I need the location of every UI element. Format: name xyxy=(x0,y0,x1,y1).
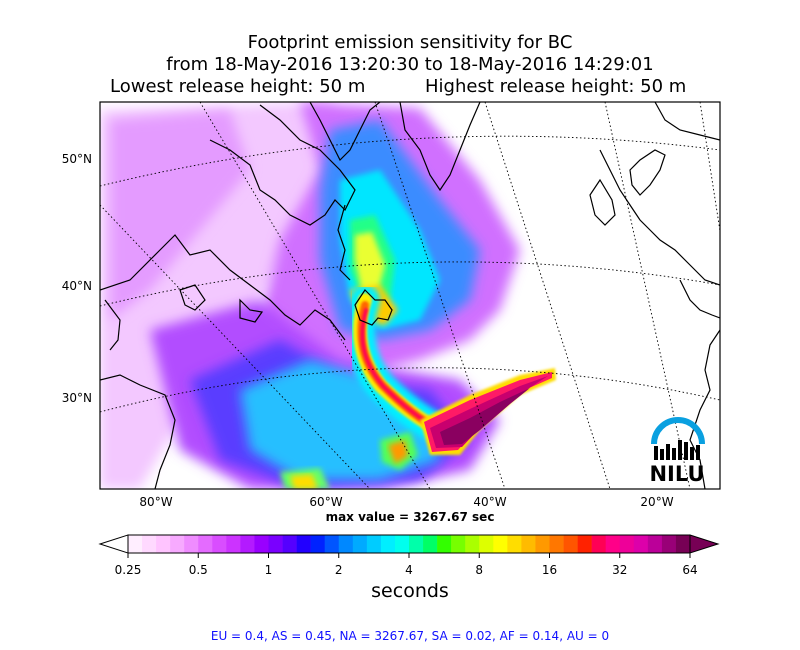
footprint-field xyxy=(100,102,556,489)
colorbar-cell xyxy=(619,535,635,553)
map-frame xyxy=(99,101,721,490)
colorbar-cell xyxy=(128,535,143,553)
nilu-logo: NILU xyxy=(649,417,705,486)
colorbar-tick-label: 32 xyxy=(612,563,628,577)
lat-label: 50°N xyxy=(62,152,92,166)
colorbar-tick-label: 16 xyxy=(541,563,558,577)
colorbar-tick-label: 1 xyxy=(264,563,273,577)
colorbar-tick-label: 2 xyxy=(334,563,343,577)
title-line-3-left: Lowest release height: 50 m xyxy=(110,76,366,97)
colorbar-extend-high xyxy=(689,534,720,554)
colorbar-cell xyxy=(184,535,199,553)
colorbar-cell xyxy=(465,535,480,553)
colorbar-cell xyxy=(451,535,466,553)
colorbar-cell xyxy=(437,535,452,553)
colorbar-cell xyxy=(591,535,606,553)
lon-label: 60°W xyxy=(309,495,342,509)
colorbar-cell xyxy=(479,535,494,553)
lon-label: 40°W xyxy=(473,495,506,509)
colorbar-cell xyxy=(254,535,269,553)
colorbar-cell xyxy=(549,535,564,553)
colorbar-cell xyxy=(226,535,241,553)
colorbar-cell xyxy=(212,535,227,553)
region-summary: EU = 0.4, AS = 0.45, NA = 3267.67, SA = … xyxy=(210,629,610,643)
colorbar-cell xyxy=(423,535,438,553)
colorbar-cell xyxy=(170,535,185,553)
colorbar-cell xyxy=(268,535,283,553)
latitude-labels: 50°N 40°N 30°N xyxy=(62,152,92,405)
colorbar-cell xyxy=(675,535,691,553)
title-line-1: Footprint emission sensitivity for BC xyxy=(247,32,573,53)
colorbar-tick-label: 4 xyxy=(405,563,413,577)
lat-label: 30°N xyxy=(62,391,92,405)
colorbar-cell xyxy=(633,535,649,553)
colorbar-cell xyxy=(535,535,550,553)
colorbar-cell xyxy=(394,535,410,553)
coastlines xyxy=(100,102,720,489)
colorbar-cell xyxy=(240,535,255,553)
longitude-labels: 80°W 60°W 40°W 20°W xyxy=(139,495,673,509)
colorbar-extend-low xyxy=(98,534,129,554)
colorbar-cell xyxy=(366,535,382,553)
colorbar-tick-label: 0.5 xyxy=(188,563,208,577)
colorbar-cell xyxy=(507,535,522,553)
title-line-2: from 18-May-2016 13:20:30 to 18-May-2016… xyxy=(166,54,654,75)
graticule xyxy=(100,102,720,489)
lon-label: 80°W xyxy=(139,495,172,509)
colorbar-cell xyxy=(605,535,621,553)
colorbar-cell xyxy=(661,535,677,553)
colorbar-units: seconds xyxy=(371,580,449,602)
lat-label: 40°N xyxy=(62,279,92,293)
colorbar-cell xyxy=(647,535,663,553)
colorbar-cell xyxy=(310,535,325,553)
map-area: NILU xyxy=(100,102,720,489)
colorbar-cell xyxy=(577,535,592,553)
colorbar xyxy=(98,534,720,558)
colorbar-cell xyxy=(198,535,213,553)
colorbar-cell xyxy=(352,535,368,553)
colorbar-cell xyxy=(338,535,354,553)
colorbar-cell xyxy=(521,535,536,553)
colorbar-tick-label: 64 xyxy=(682,563,698,577)
colorbar-tick-label: 0.25 xyxy=(114,563,142,577)
colorbar-tick-label: 8 xyxy=(475,563,484,577)
nilu-logo-text: NILU xyxy=(649,462,704,486)
max-value-label: max value = 3267.67 sec xyxy=(325,510,495,524)
colorbar-cell xyxy=(563,535,578,553)
colorbar-cell xyxy=(493,535,508,553)
lon-label: 20°W xyxy=(640,495,673,509)
colorbar-cell xyxy=(380,535,396,553)
colorbar-cell xyxy=(156,535,171,553)
colorbar-cell xyxy=(296,535,311,553)
colorbar-cell xyxy=(142,535,157,553)
colorbar-cell xyxy=(282,535,297,553)
title-line-3-right: Highest release height: 50 m xyxy=(425,76,687,97)
colorbar-cell xyxy=(324,535,340,553)
colorbar-cell xyxy=(409,535,424,553)
